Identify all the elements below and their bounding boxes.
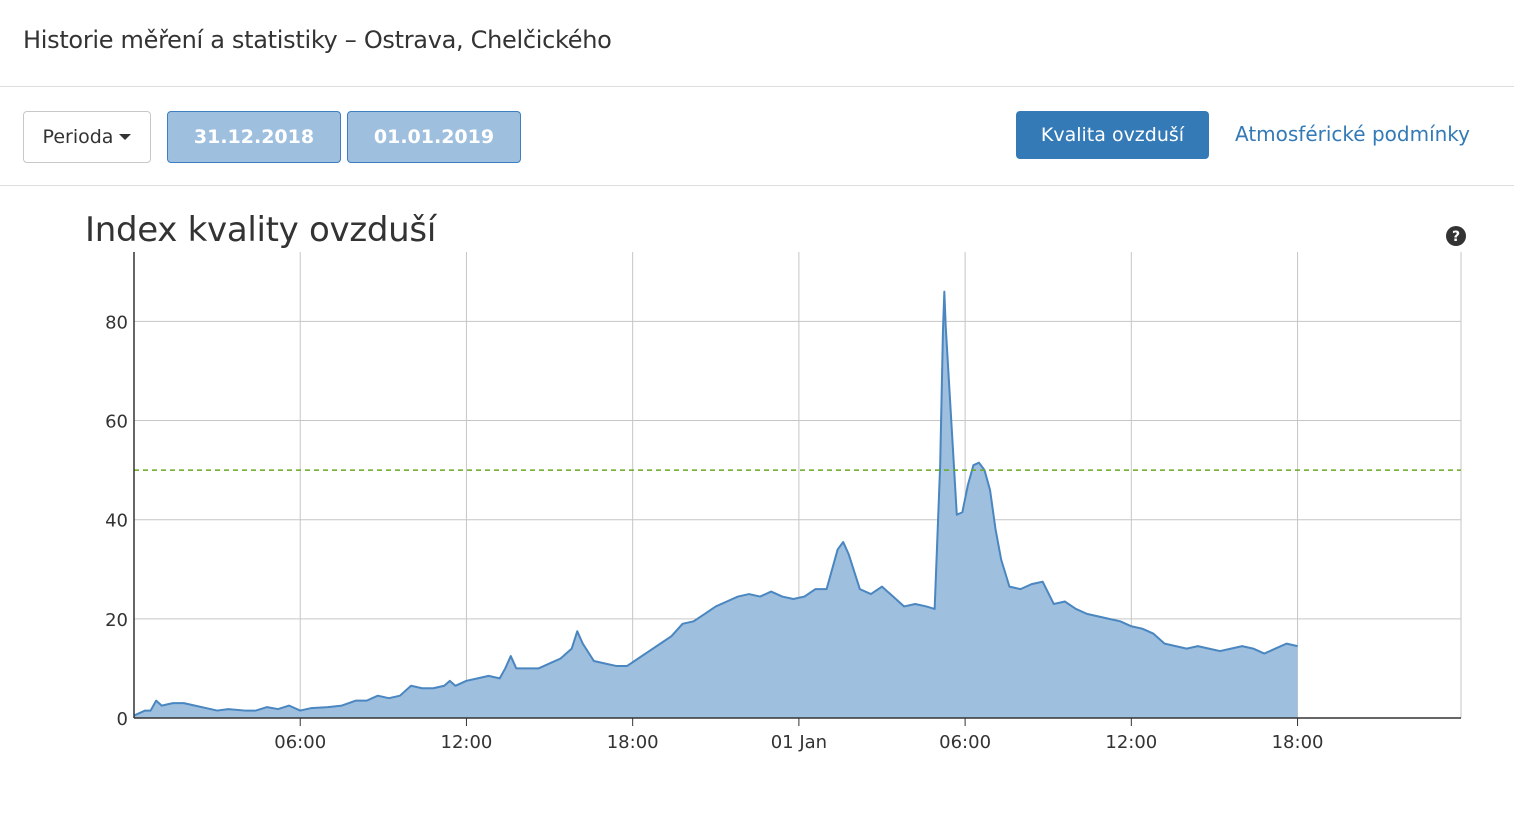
toolbar-divider <box>0 185 1514 186</box>
date-from-button[interactable]: 31.12.2018 <box>167 111 341 163</box>
y-tick-label: 80 <box>105 312 128 333</box>
svg-text:?: ? <box>1452 229 1460 245</box>
header-divider <box>0 86 1514 87</box>
chart-axes: 0 20 40 60 80 06:00 12:00 18:00 01 Jan 06:00 12:00… <box>105 252 1461 753</box>
x-tick-label: 01 Jan <box>771 732 827 753</box>
caret-down-icon <box>119 134 132 140</box>
x-tick-label: 06:00 <box>274 732 326 753</box>
y-tick-label: 0 <box>117 709 128 730</box>
atmospheric-conditions-link[interactable]: Atmosférické podmínky <box>1235 122 1471 146</box>
date-to-button[interactable]: 01.01.2019 <box>347 111 521 163</box>
period-label: Perioda <box>42 126 114 148</box>
period-dropdown-button[interactable]: Perioda <box>23 111 151 163</box>
y-tick-label: 40 <box>105 511 128 532</box>
x-tick-label: 18:00 <box>1272 732 1324 753</box>
page-title: Historie měření a statistiky – Ostrava, … <box>23 26 612 54</box>
x-tick-label: 12:00 <box>1105 732 1157 753</box>
aqi-area-fill <box>134 291 1298 718</box>
aqi-series-line <box>133 290 1298 717</box>
y-tick-label: 60 <box>105 412 128 433</box>
y-tick-label: 20 <box>105 610 128 631</box>
x-tick-label: 06:00 <box>939 732 991 753</box>
x-tick-label: 18:00 <box>607 732 659 753</box>
chart-title: Index kvality ovzduší <box>85 210 436 250</box>
x-tick-label: 12:00 <box>441 732 493 753</box>
chart-series <box>133 290 1461 718</box>
air-quality-tab-button[interactable]: Kvalita ovzduší <box>1016 111 1209 159</box>
question-circle-icon[interactable]: ? <box>1445 225 1467 247</box>
